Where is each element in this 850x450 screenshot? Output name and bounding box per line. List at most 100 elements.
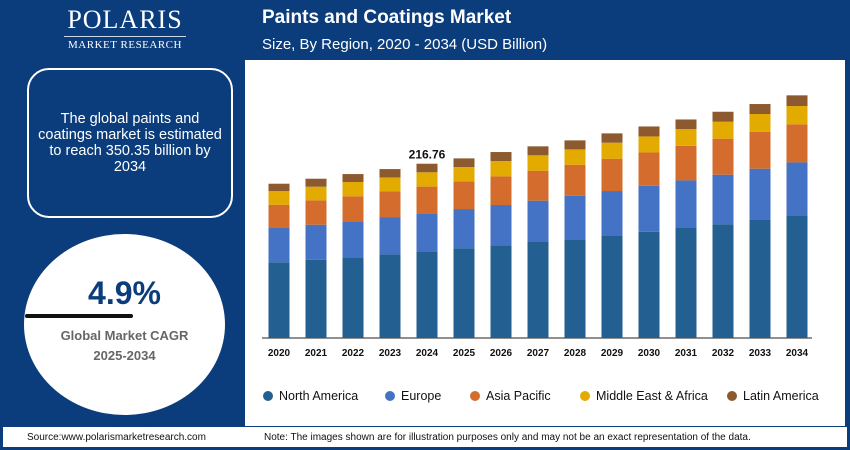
bar-segment-latin-america-2024 [416,163,438,173]
bar-segment-europe-2025 [453,209,475,249]
chart-subtitle: Size, By Region, 2020 - 2034 (USD Billio… [262,36,548,53]
bar-segment-north-america-2031 [675,227,697,338]
logo-tagline: MARKET RESEARCH [68,39,182,51]
bar-segment-middle-east-africa-2033 [749,114,771,132]
bar-segment-asia-pacific-2023 [379,191,401,218]
bar-segment-europe-2024 [416,213,438,252]
x-tick-label: 2031 [675,348,698,359]
bar-segment-middle-east-africa-2025 [453,167,475,182]
bar-segment-asia-pacific-2024 [416,186,438,214]
bar-segment-north-america-2025 [453,248,475,338]
bar-segment-middle-east-africa-2029 [601,142,623,159]
data-label-total: 216.76 [409,148,446,162]
bar-segment-europe-2026 [490,205,512,246]
bar-segment-asia-pacific-2022 [342,196,364,222]
bar-segment-north-america-2028 [564,239,586,338]
bar-segment-north-america-2032 [712,224,734,338]
bar-segment-latin-america-2030 [638,126,660,137]
bar-segment-europe-2020 [268,228,290,263]
bar-segment-middle-east-africa-2021 [305,186,327,201]
bar-segment-middle-east-africa-2027 [527,155,549,171]
legend-item: Europe [385,389,441,403]
bar-segment-asia-pacific-2021 [305,200,327,225]
x-tick-label: 2024 [416,348,439,359]
bar-segment-north-america-2026 [490,245,512,338]
bar-segment-middle-east-africa-2026 [490,161,512,177]
bar-segment-latin-america-2025 [453,158,475,168]
bar-segment-middle-east-africa-2020 [268,191,290,205]
bar-segment-asia-pacific-2031 [675,145,697,181]
x-tick-label: 2023 [379,348,402,359]
bar-segment-europe-2034 [786,162,808,216]
bar-segment-north-america-2034 [786,215,808,338]
legend-label: Europe [401,389,442,403]
cagr-label: Global Market CAGR 2025-2034 [12,326,237,366]
x-tick-label: 2034 [786,348,809,359]
bar-segment-north-america-2027 [527,242,549,338]
bar-segment-latin-america-2034 [786,95,808,107]
bar-segment-asia-pacific-2034 [786,124,808,163]
bar-segment-middle-east-africa-2024 [416,172,438,187]
bar-segment-north-america-2021 [305,259,327,338]
bar-segment-europe-2027 [527,200,549,243]
logo-divider [64,36,186,37]
legend-label: Middle East & Africa [596,389,708,403]
bar-segment-middle-east-africa-2022 [342,182,364,197]
bar-segment-north-america-2022 [342,257,364,338]
x-tick-label: 2022 [342,348,365,359]
bar-segment-latin-america-2026 [490,152,512,162]
x-tick-label: 2020 [268,348,291,359]
bar-segment-europe-2030 [638,185,660,232]
bar-segment-middle-east-africa-2031 [675,129,697,146]
legend-dot-icon [263,391,273,401]
bar-segment-latin-america-2027 [527,146,549,156]
bar-segment-europe-2028 [564,195,586,240]
x-tick-label: 2029 [601,348,624,359]
bar-segment-north-america-2023 [379,254,401,338]
bar-segment-asia-pacific-2027 [527,170,549,201]
cagr-value: 4.9% [88,275,161,311]
bar-segment-europe-2021 [305,224,327,260]
bar-segment-latin-america-2021 [305,178,327,187]
note-text: Note: The images shown are for illustrat… [264,432,751,443]
bar-segment-asia-pacific-2026 [490,176,512,206]
bar-segment-europe-2022 [342,221,364,258]
bar-segment-europe-2029 [601,191,623,236]
x-tick-label: 2027 [527,348,550,359]
legend-item: Latin America [727,389,819,403]
bar-segment-latin-america-2022 [342,174,364,183]
legend-dot-icon [385,391,395,401]
cagr-period: 2025-2034 [93,348,156,363]
bar-segment-latin-america-2028 [564,140,586,150]
bar-segment-north-america-2029 [601,235,623,338]
x-tick-label: 2026 [490,348,513,359]
bar-segment-middle-east-africa-2034 [786,106,808,125]
bar-segment-asia-pacific-2032 [712,138,734,175]
bar-segment-latin-america-2029 [601,133,623,143]
bar-segment-middle-east-africa-2030 [638,136,660,153]
bar-segment-north-america-2030 [638,231,660,338]
source-text: Source:www.polarismarketresearch.com [27,432,206,443]
legend-label: Latin America [743,389,819,403]
bar-segment-middle-east-africa-2028 [564,149,586,165]
bar-segment-middle-east-africa-2032 [712,121,734,139]
legend-item: North America [263,389,358,403]
bar-segment-asia-pacific-2028 [564,164,586,196]
bar-segment-asia-pacific-2033 [749,131,771,169]
bar-segment-latin-america-2033 [749,104,771,115]
logo-name: POLARIS [67,5,183,34]
legend-label: Asia Pacific [486,389,551,403]
chart-title: Paints and Coatings Market [262,7,512,28]
bar-segment-asia-pacific-2020 [268,204,290,229]
legend-item: Asia Pacific [470,389,551,403]
bar-segment-latin-america-2032 [712,111,734,122]
bar-segment-asia-pacific-2030 [638,152,660,186]
market-estimate-box: The global paints and coatings market is… [27,68,233,218]
x-tick-label: 2025 [453,348,476,359]
bar-segment-latin-america-2031 [675,119,697,130]
x-tick-label: 2021 [305,348,328,359]
market-estimate-text: The global paints and coatings market is… [38,111,222,175]
footer [3,427,847,447]
x-tick-label: 2033 [749,348,772,359]
